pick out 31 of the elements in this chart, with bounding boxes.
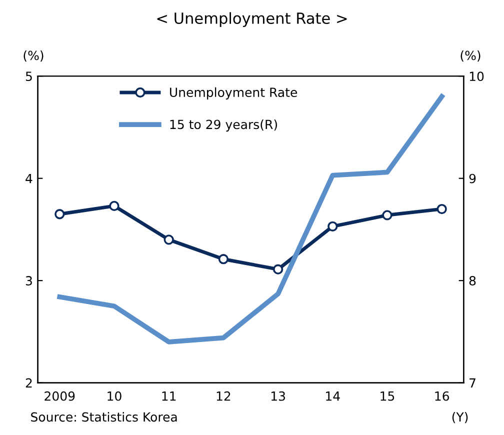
source-note: Source: Statistics Korea xyxy=(31,412,177,422)
y-tick-label: 5 xyxy=(26,72,32,82)
point xyxy=(218,254,229,264)
legend-label: 15 to 29 years(R) xyxy=(170,119,277,132)
legend-label: Unemployment Rate xyxy=(170,87,297,100)
x-tick-label: 12 xyxy=(216,391,230,401)
point xyxy=(272,264,284,274)
point xyxy=(54,209,65,220)
x-tick-label: 10 xyxy=(108,391,122,401)
y-tick-label: 2 xyxy=(26,378,32,388)
x-tick-label: 11 xyxy=(162,392,176,401)
text: (Y) xyxy=(452,412,468,424)
y-axis-title: (%) xyxy=(24,50,44,62)
point xyxy=(328,221,338,232)
point xyxy=(382,210,392,220)
x-tick-label: 13 xyxy=(271,391,285,401)
x-tick-label: 14 xyxy=(326,392,340,401)
point xyxy=(109,200,120,212)
y2-tick-label: 8 xyxy=(469,276,476,286)
point xyxy=(164,234,174,245)
point xyxy=(436,204,447,214)
y-tick-label: 3 xyxy=(26,276,32,286)
x-tick-label: 2009 xyxy=(44,391,75,401)
y2-axis-title: (%) xyxy=(460,50,480,62)
y2-tick-label: 9 xyxy=(469,174,476,184)
x-tick-label: 15 xyxy=(380,392,394,401)
y2-tick-label: 7 xyxy=(470,378,476,388)
x-tick-label: 16 xyxy=(435,391,450,401)
y2-tick-label: 10 xyxy=(470,72,484,82)
y-tick-label: 4 xyxy=(26,174,32,184)
chart-title: < Unemployment Rate > xyxy=(157,12,347,27)
